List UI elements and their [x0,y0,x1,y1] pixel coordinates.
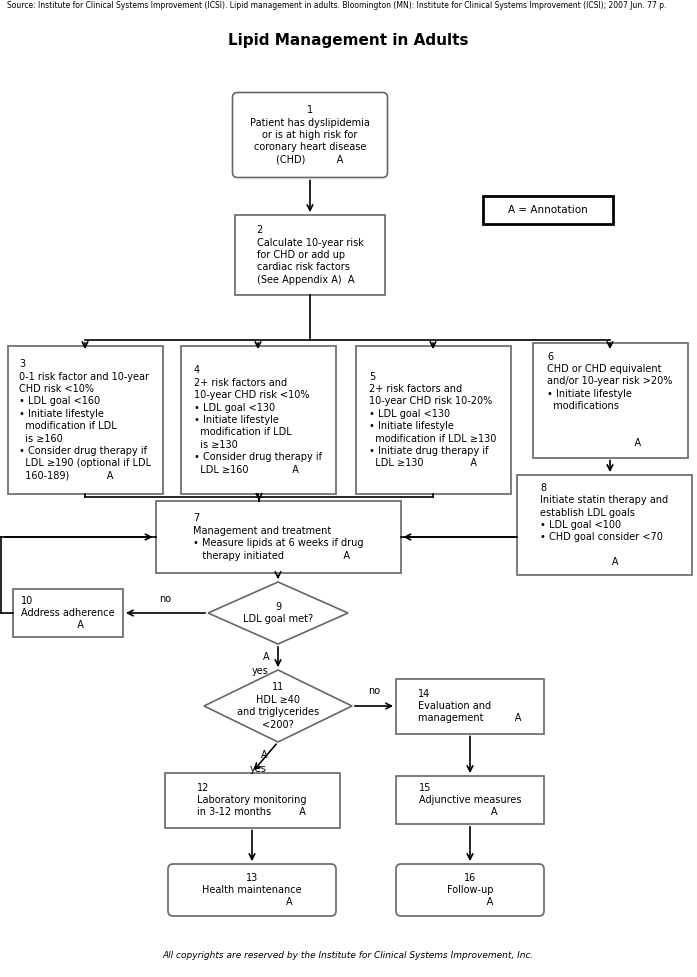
FancyBboxPatch shape [396,864,544,916]
Bar [155,501,401,573]
Text: 2
Calculate 10-year risk
for CHD or add up
cardiac risk factors
(See Appendix A): 2 Calculate 10-year risk for CHD or add … [256,226,363,285]
Text: 8
Initiate statin therapy and
establish LDL goals
• LDL goal <100
• CHD goal con: 8 Initiate statin therapy and establish … [540,483,668,568]
Bar [396,678,544,734]
FancyBboxPatch shape [233,93,388,178]
Text: 14
Evaluation and
management          A: 14 Evaluation and management A [418,689,521,723]
Text: All copyrights are reserved by the Institute for Clinical Systems Improvement, I: All copyrights are reserved by the Insti… [163,951,534,959]
Bar [181,346,335,494]
Text: yes: yes [250,764,266,774]
Polygon shape [208,582,348,644]
Text: 6
CHD or CHD equivalent
and/or 10-year risk >20%
• Initiate lifestyle
  modifica: 6 CHD or CHD equivalent and/or 10-year r… [547,352,673,448]
Text: 9
LDL goal met?: 9 LDL goal met? [243,602,313,624]
Bar [483,196,613,224]
Bar [13,589,123,637]
Text: A: A [261,750,268,760]
Text: A: A [263,652,269,662]
Text: no: no [160,594,171,604]
Text: 5
2+ risk factors and
10-year CHD risk 10-20%
• LDL goal <130
• Initiate lifesty: 5 2+ risk factors and 10-year CHD risk 1… [369,371,497,468]
Bar [235,215,385,295]
Bar [533,343,687,457]
Bar [8,346,162,494]
Bar [164,773,339,828]
Text: 7
Management and treatment
• Measure lipids at 6 weeks if drug
   therapy initia: 7 Management and treatment • Measure lip… [193,513,363,561]
Text: 12
Laboratory monitoring
in 3-12 months         A: 12 Laboratory monitoring in 3-12 months … [197,783,307,818]
Text: 1
Patient has dyslipidemia
or is at high risk for
coronary heart disease
(CHD)  : 1 Patient has dyslipidemia or is at high… [250,106,370,165]
Bar [355,346,510,494]
Polygon shape [204,670,352,742]
Text: A = Annotation: A = Annotation [508,205,588,215]
Text: no: no [368,686,380,696]
Text: 13
Health maintenance
                        A: 13 Health maintenance A [202,872,302,908]
Text: 15
Adjunctive measures
                       A: 15 Adjunctive measures A [419,783,521,818]
FancyBboxPatch shape [168,864,336,916]
Text: 16
Follow-up
             A: 16 Follow-up A [446,872,493,908]
Text: 11
HDL ≥40
and triglycerides
<200?: 11 HDL ≥40 and triglycerides <200? [237,682,319,730]
Text: Source: Institute for Clinical Systems Improvement (ICSI). Lipid management in a: Source: Institute for Clinical Systems I… [7,1,666,11]
Text: 10
Address adherence
                  A: 10 Address adherence A [21,596,115,630]
Bar [516,475,691,575]
Bar [396,776,544,824]
Text: yes: yes [252,666,268,676]
Text: Lipid Management in Adults: Lipid Management in Adults [228,32,469,48]
Text: 4
2+ risk factors and
10-year CHD risk <10%
• LDL goal <130
• Initiate lifestyle: 4 2+ risk factors and 10-year CHD risk <… [194,365,322,475]
Text: 3
0-1 risk factor and 10-year
CHD risk <10%
• LDL goal <160
• Initiate lifestyle: 3 0-1 risk factor and 10-year CHD risk <… [19,360,151,481]
